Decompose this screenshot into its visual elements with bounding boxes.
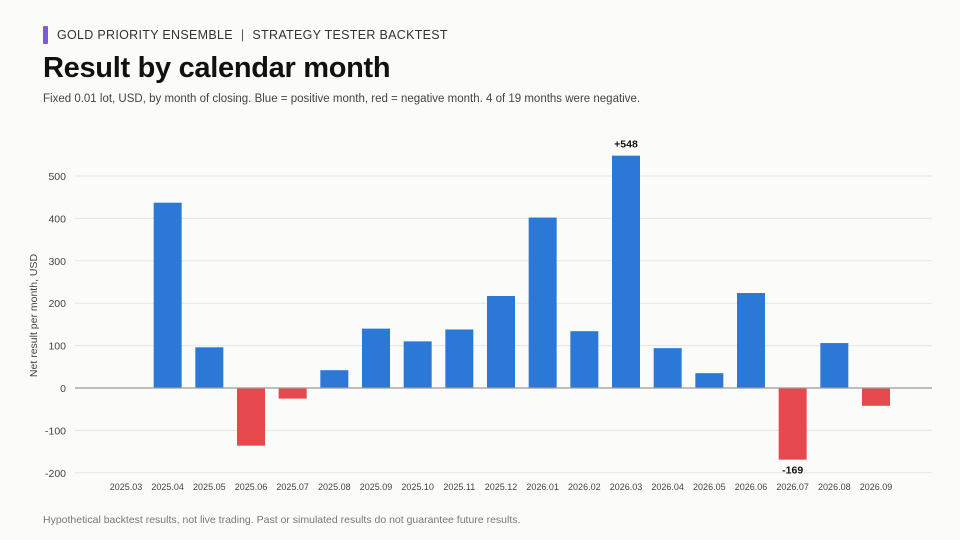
data-label-2026.07: -169 xyxy=(782,465,803,477)
x-tick-label: 2026.08 xyxy=(818,482,851,492)
x-tick-label: 2025.07 xyxy=(276,482,309,492)
bar-2025.05 xyxy=(195,347,224,388)
eyebrow: GOLD PRIORITY ENSEMBLE | STRATEGY TESTER… xyxy=(43,26,448,44)
bar-2025.08 xyxy=(320,370,349,388)
bar-2026.09 xyxy=(862,388,890,406)
eyebrow-context: STRATEGY TESTER BACKTEST xyxy=(252,28,448,42)
eyebrow-project-name: GOLD PRIORITY ENSEMBLE xyxy=(57,28,233,42)
bar-2025.11 xyxy=(445,329,474,388)
x-tick-label: 2026.06 xyxy=(735,482,768,492)
x-tick-label: 2026.05 xyxy=(693,482,726,492)
x-tick-label: 2026.02 xyxy=(568,482,601,492)
eyebrow-separator: | xyxy=(240,28,245,42)
x-tick-label: 2025.11 xyxy=(443,482,475,492)
x-tick-label: 2026.04 xyxy=(651,482,684,492)
bars xyxy=(153,155,890,460)
y-tick-label: 200 xyxy=(48,298,66,310)
x-tick-label: 2025.12 xyxy=(485,482,518,492)
y-tick-label: 100 xyxy=(48,341,66,353)
y-tick-label: 400 xyxy=(48,213,66,225)
x-tick-label: 2026.01 xyxy=(526,482,559,492)
y-tick-label: -200 xyxy=(45,468,66,480)
y-axis-title: Net result per month, USD xyxy=(28,254,40,378)
x-tick-label: 2026.09 xyxy=(860,482,893,492)
x-tick-label: 2025.05 xyxy=(193,482,226,492)
x-axis-labels: 2025.03 2025.04 2025.05 2025.06 2025.07 2025.… xyxy=(110,482,893,492)
bar-2026.07 xyxy=(778,388,807,460)
bar-2026.04 xyxy=(653,348,682,388)
bar-2026.06 xyxy=(737,293,765,388)
bar-2025.12 xyxy=(487,295,515,388)
bar-2026.08 xyxy=(820,343,849,388)
disclaimer-footer: Hypothetical backtest results, not live … xyxy=(43,514,521,526)
x-tick-label: 2025.10 xyxy=(401,482,434,492)
x-tick-label: 2025.06 xyxy=(235,482,268,492)
y-tick-label: 0 xyxy=(60,383,66,395)
x-tick-label: 2026.07 xyxy=(776,482,809,492)
y-tick-label: 300 xyxy=(48,256,66,268)
y-tick-label: -100 xyxy=(45,425,66,437)
bar-2025.07 xyxy=(278,388,307,399)
y-tick-label: 500 xyxy=(48,171,66,183)
bar-2026.01 xyxy=(528,217,557,388)
data-labels: +548 -169 xyxy=(614,139,803,477)
bar-2025.10 xyxy=(403,341,432,388)
y-axis-ticks: -200 -100 0 100 200 300 400 500 xyxy=(45,171,66,480)
accent-bar xyxy=(43,26,48,44)
x-tick-label: 2026.03 xyxy=(610,482,643,492)
x-tick-label: 2025.03 xyxy=(110,482,143,492)
chart-subtitle: Fixed 0.01 lot, USD, by month of closing… xyxy=(43,93,641,105)
x-tick-label: 2025.08 xyxy=(318,482,351,492)
bar-2026.02 xyxy=(570,331,599,388)
chart-title: Result by calendar month xyxy=(43,52,391,84)
bar-2025.06 xyxy=(237,388,265,446)
bar-2025.09 xyxy=(362,328,390,388)
x-tick-label: 2025.04 xyxy=(151,482,184,492)
bar-2026.03 xyxy=(612,155,640,388)
x-tick-label: 2025.09 xyxy=(360,482,393,492)
bar-2025.04 xyxy=(153,202,182,388)
bar-2026.05 xyxy=(695,373,724,388)
data-label-2026.03: +548 xyxy=(614,139,638,151)
